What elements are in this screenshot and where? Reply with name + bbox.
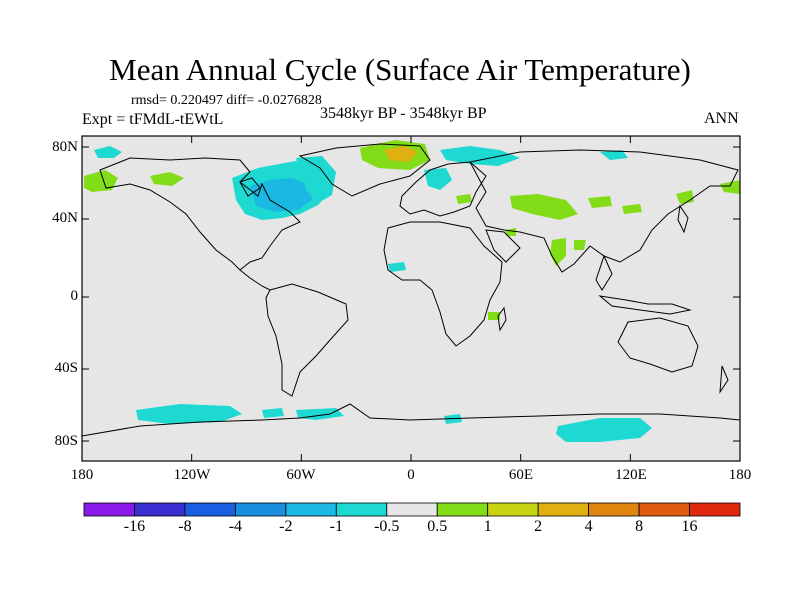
y-tick-label-80n: 80N (52, 139, 78, 155)
anomaly-patch-east-antarctica (556, 418, 652, 442)
stats-label: rmsd= 0.220497 diff= -0.0276828 (131, 93, 322, 108)
anomaly-patch-tibet (574, 240, 586, 250)
coast-indochina (595, 254, 613, 291)
y-tick-label-0: 0 (70, 288, 79, 304)
anomaly-patch-europe (456, 194, 472, 204)
colorbar-box-10 (588, 502, 640, 517)
anomaly-patch-central-asia (510, 194, 578, 220)
y-tick-label-40s: 40S (54, 360, 78, 376)
colorbar-label-4: -1 (329, 518, 343, 535)
anomaly-patch-arctic-russia (440, 146, 520, 166)
colorbar-label-7: 1 (483, 518, 492, 535)
colorbar (83, 502, 741, 517)
colorbar-box-9 (537, 502, 590, 517)
colorbar-box-3 (234, 502, 287, 517)
x-tick-label-60w: 60W (286, 467, 316, 483)
colorbar-label-2: -4 (228, 518, 243, 535)
x-tick-label-120w: 120W (173, 467, 211, 483)
anomaly-patch-west-africa (388, 262, 406, 272)
x-tick-label-60e: 60E (508, 467, 534, 483)
anomaly-patch-bering (720, 180, 740, 194)
colorbar-box-4 (285, 502, 337, 517)
coast-north-america (99, 157, 301, 271)
anomaly-patch-east-siberia (600, 150, 628, 160)
colorbar-box-2 (184, 502, 236, 517)
coast-hudson-bay (239, 177, 261, 197)
anomaly-patch-yukon (150, 172, 184, 186)
coast-new-zealand (719, 365, 729, 394)
colorbar-label-5: -0.5 (374, 518, 400, 535)
anomaly-patch-arabia (506, 228, 516, 236)
colorbar-label-0: -16 (123, 518, 146, 535)
anomaly-patch-amundsen (262, 408, 284, 418)
anomaly-patch-scandinavia (424, 168, 452, 190)
colorbar-label-1: -8 (178, 518, 192, 535)
colorbar-label-3: -2 (279, 518, 293, 535)
anomaly-patch-east-africa (488, 312, 500, 320)
coast-africa (383, 221, 503, 347)
anomaly-patches (84, 140, 740, 442)
coast-japan (677, 204, 689, 234)
anomaly-patch-ross-sea (136, 404, 242, 424)
x-tick-label-180w: 180 (70, 467, 94, 483)
coast-asia (469, 149, 739, 273)
period-label: 3548kyr BP - 3548kyr BP (320, 105, 487, 122)
anomaly-patch-alaska (84, 170, 118, 192)
coastlines (81, 143, 741, 437)
x-tick-label-180e: 180 (728, 467, 752, 483)
colorbar-box-8 (487, 502, 539, 517)
anomaly-patch-manchuria (622, 204, 642, 214)
coast-arabia (485, 229, 521, 263)
anomaly-patch-alaska-north (94, 146, 122, 158)
y-tick-label-40n: 40N (52, 210, 78, 226)
season-label: ANN (704, 110, 739, 127)
anomaly-patch-greenland-cool (296, 156, 336, 203)
coast-central-america (239, 269, 271, 291)
anomaly-patch-mongolia (588, 196, 612, 208)
y-tick-label-80s: 80S (54, 433, 78, 449)
colorbar-label-10: 8 (635, 518, 644, 535)
coast-europe (399, 161, 487, 217)
colorbar-label-6: 0.5 (427, 518, 448, 535)
x-tick-label-120e: 120E (615, 467, 647, 483)
coast-greenland (298, 143, 431, 197)
experiment-label: Expt = tFMdL-tEWtL (82, 111, 224, 128)
coast-south-america (265, 283, 349, 397)
x-tick-label-0: 0 (407, 467, 415, 483)
anomaly-patch-north-america-core (250, 178, 312, 212)
colorbar-box-11 (638, 502, 690, 517)
coast-australia (617, 317, 699, 373)
anomaly-patch-greenland-hot (384, 146, 418, 162)
colorbar-box-12 (689, 502, 741, 517)
chart-title: Mean Annual Cycle (Surface Air Temperatu… (109, 52, 691, 87)
colorbar-box-1 (134, 502, 186, 517)
coast-antarctica (81, 403, 741, 437)
coast-madagascar (497, 306, 507, 332)
colorbar-box-6 (386, 502, 438, 517)
coast-indonesia (598, 295, 692, 315)
colorbar-box-5 (335, 502, 388, 517)
colorbar-box-0 (83, 502, 135, 517)
colorbar-label-11: 16 (681, 518, 698, 535)
axis-ticks (81, 136, 741, 461)
colorbar-label-8: 2 (534, 518, 543, 535)
colorbar-box-7 (436, 502, 489, 517)
colorbar-label-9: 4 (584, 518, 593, 535)
